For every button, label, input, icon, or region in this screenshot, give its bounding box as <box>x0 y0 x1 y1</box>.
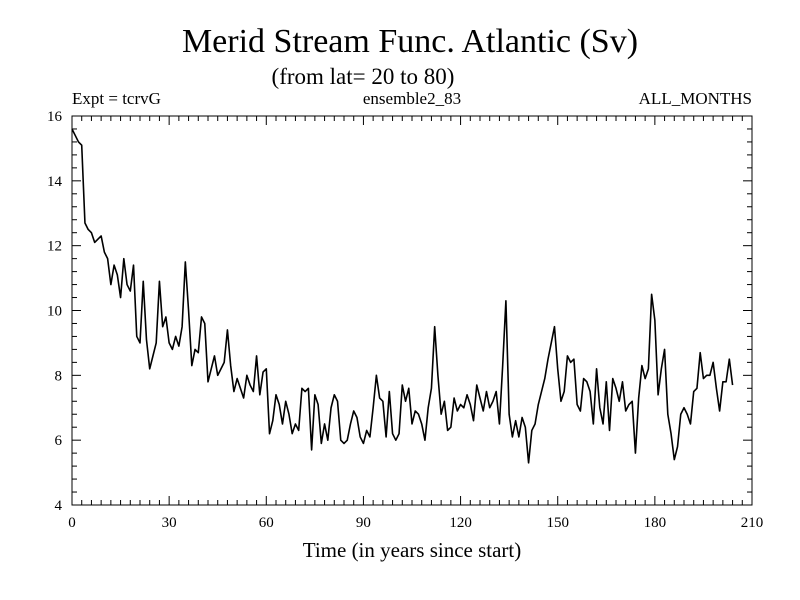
header-right-label: ALL_MONTHS <box>639 89 752 108</box>
chart-subtitle: (from lat= 20 to 80) <box>272 64 455 89</box>
header-left-label: Expt = tcrvG <box>72 89 161 108</box>
axis-tick-labels: 0 30 60 90 120 150 180 210 4 6 8 10 12 14 16 <box>47 109 763 531</box>
x-tick-label: 30 <box>162 515 177 531</box>
x-tick-label: 180 <box>644 515 667 531</box>
header-center-label: ensemble2_83 <box>363 89 461 108</box>
y-tick-label: 10 <box>47 304 62 320</box>
series-group <box>71 128 734 464</box>
x-tick-label: 150 <box>546 515 569 531</box>
x-tick-label: 60 <box>259 515 274 531</box>
y-tick-label: 4 <box>55 498 63 514</box>
series-line <box>71 128 734 464</box>
x-axis-label: Time (in years since start) <box>303 538 522 562</box>
y-tick-label: 12 <box>47 239 62 255</box>
axis-ticks <box>71 115 753 506</box>
y-tick-label: 6 <box>55 433 63 449</box>
x-tick-label: 90 <box>356 515 371 531</box>
x-tick-label: 120 <box>449 515 472 531</box>
x-tick-label: 210 <box>741 515 764 531</box>
y-tick-label: 16 <box>47 109 63 125</box>
y-tick-label: 14 <box>47 174 63 190</box>
y-tick-label: 8 <box>55 368 63 384</box>
chart-title: Merid Stream Func. Atlantic (Sv) <box>182 23 638 60</box>
x-tick-label: 0 <box>68 515 76 531</box>
plot-frame <box>71 115 753 506</box>
